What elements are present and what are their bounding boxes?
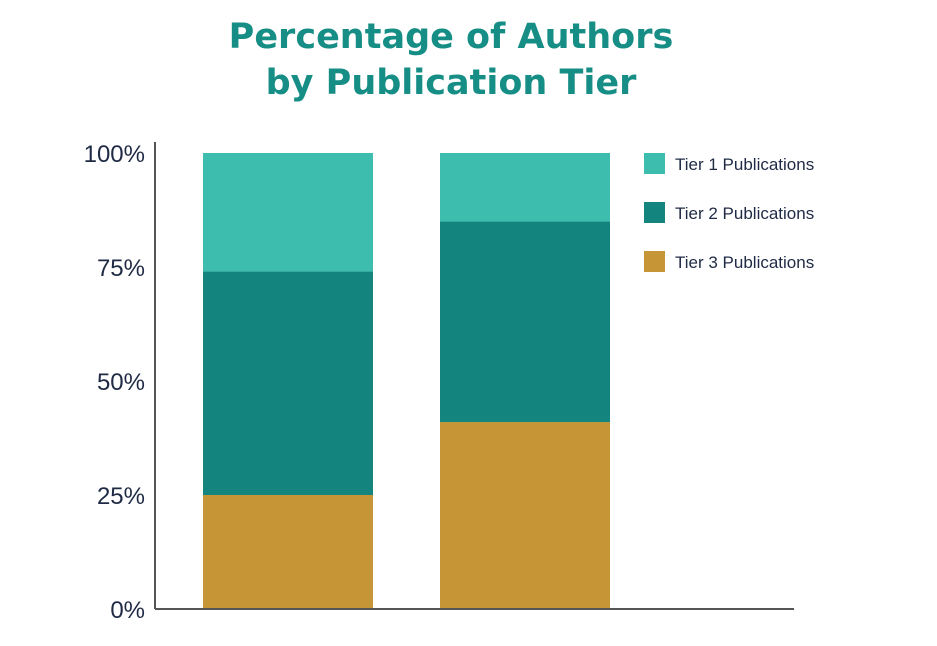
bar-1-segment-3: [203, 153, 373, 272]
legend-label: Tier 1 Publications: [675, 155, 814, 174]
legend-swatch: [644, 251, 665, 272]
y-tick-label: 100%: [84, 141, 145, 168]
bar-2-segment-1: [440, 422, 610, 609]
y-tick-label: 25%: [97, 483, 145, 510]
bar-1-segment-1: [203, 495, 373, 609]
legend-label: Tier 2 Publications: [675, 204, 814, 223]
legend-swatch: [644, 202, 665, 223]
legend: Tier 1 Publications Tier 2 Publications Ti…: [644, 153, 814, 272]
legend-label: Tier 3 Publications: [675, 253, 814, 272]
bar-1-segment-2: [203, 271, 373, 495]
chart-title: Percentage of Authors by Publication Tie…: [0, 14, 902, 106]
legend-swatch: [644, 153, 665, 174]
bar-2-segment-3: [440, 153, 610, 222]
chart-title-line-2: by Publication Tier: [265, 63, 637, 103]
bar-2-segment-2: [440, 221, 610, 423]
chart-title-line-1: Percentage of Authors: [228, 17, 674, 57]
y-axis-ticks: 0% 25% 50% 75% 100%: [84, 141, 145, 624]
y-tick-label: 75%: [97, 255, 145, 282]
y-tick-label: 0%: [110, 597, 145, 624]
y-tick-label: 50%: [97, 369, 145, 396]
bars-group: [203, 153, 610, 609]
